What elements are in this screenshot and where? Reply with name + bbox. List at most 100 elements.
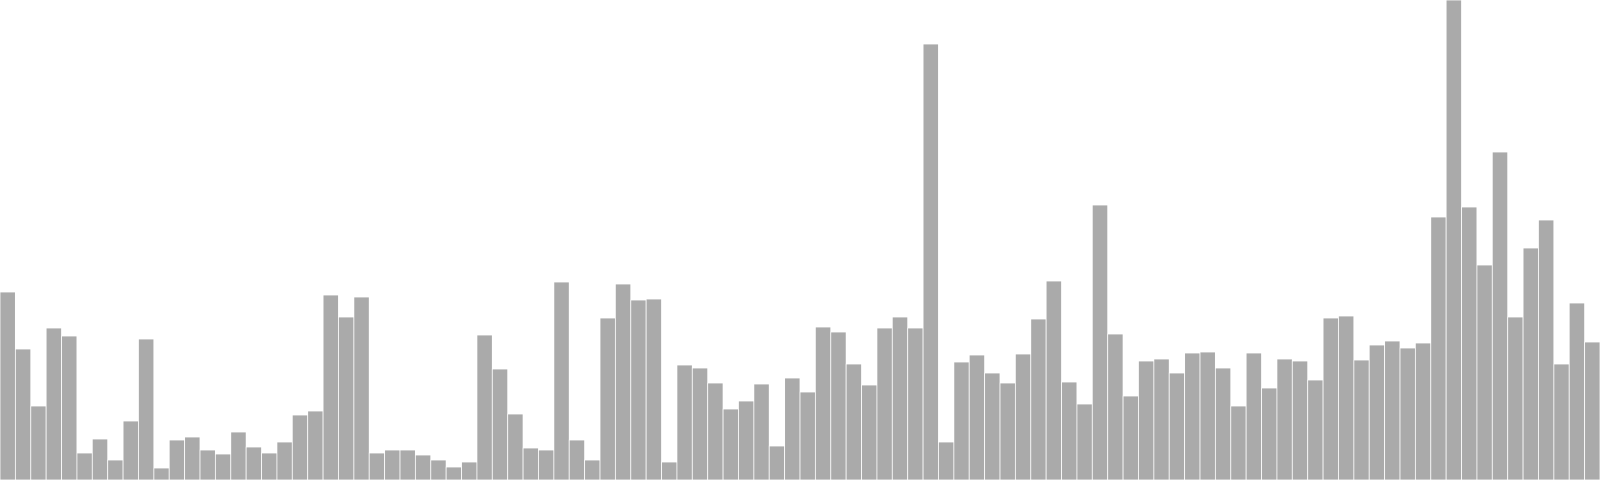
bar-57 <box>861 384 878 480</box>
bar-73 <box>1107 333 1124 480</box>
bar-14 <box>199 449 216 480</box>
bar-97 <box>1476 264 1493 480</box>
bar-94 <box>1430 216 1447 480</box>
bar-3 <box>30 405 47 480</box>
bar-34 <box>507 413 524 480</box>
bar-12 <box>168 439 186 480</box>
bar-64 <box>968 354 986 480</box>
bar-19 <box>276 441 293 480</box>
bar-35 <box>522 447 539 480</box>
bar-22 <box>322 294 339 480</box>
bar-69 <box>1045 280 1062 480</box>
bar-9 <box>122 420 139 480</box>
bar-1 <box>0 291 16 480</box>
bar-11 <box>153 467 170 480</box>
bar-86 <box>1307 379 1324 480</box>
bar-85 <box>1291 360 1309 480</box>
bar-44 <box>661 461 678 480</box>
bar-52 <box>784 377 801 480</box>
bar-13 <box>184 436 201 480</box>
bar-21 <box>307 410 324 480</box>
bar-8 <box>107 459 124 480</box>
bar-92 <box>1399 347 1416 480</box>
bar-40 <box>599 317 616 480</box>
bar-66 <box>999 382 1016 480</box>
bar-98 <box>1491 151 1509 480</box>
bar-28 <box>414 454 432 480</box>
bar-26 <box>384 449 401 480</box>
bar-59 <box>891 316 909 480</box>
bar-32 <box>476 334 493 480</box>
bar-47 <box>707 382 724 480</box>
bar-96 <box>1461 206 1478 480</box>
bar-39 <box>584 459 601 480</box>
bar-53 <box>799 391 816 480</box>
bar-95 <box>1445 0 1462 480</box>
bar-10 <box>138 338 155 480</box>
bar-58 <box>876 327 893 480</box>
bar-43 <box>645 298 662 480</box>
bar-42 <box>630 299 647 480</box>
bar-74 <box>1122 395 1139 480</box>
bar-55 <box>830 331 847 480</box>
bar-76 <box>1153 358 1170 480</box>
bar-87 <box>1322 317 1339 480</box>
bar-79 <box>1199 351 1216 480</box>
bar-75 <box>1138 360 1155 480</box>
bar-80 <box>1214 367 1232 480</box>
bar-27 <box>399 449 416 480</box>
bar-100 <box>1522 247 1539 480</box>
bar-25 <box>368 452 386 480</box>
bar-50 <box>753 383 770 480</box>
bar-56 <box>845 363 862 480</box>
bar-71 <box>1076 403 1093 480</box>
bar-23 <box>338 316 355 480</box>
bar-30 <box>445 466 462 480</box>
bar-82 <box>1245 352 1262 480</box>
bar-45 <box>676 364 693 480</box>
bar-72 <box>1091 204 1109 480</box>
bar-46 <box>691 367 709 480</box>
bar-7 <box>91 438 109 480</box>
bar-89 <box>1353 359 1370 480</box>
bar-90 <box>1368 344 1386 480</box>
bar-17 <box>245 446 262 480</box>
bar-5 <box>61 335 78 480</box>
bar-20 <box>291 414 309 480</box>
bar-33 <box>491 368 509 480</box>
bar-36 <box>538 449 555 480</box>
bar-60 <box>907 327 924 480</box>
bar-24 <box>353 296 370 480</box>
bar-67 <box>1014 353 1032 480</box>
bar-41 <box>614 283 632 480</box>
bar-70 <box>1061 381 1078 480</box>
bar-37 <box>553 281 570 480</box>
bar-103 <box>1568 302 1586 480</box>
bar-101 <box>1538 219 1555 480</box>
bar-83 <box>1261 387 1278 480</box>
bar-99 <box>1507 316 1524 480</box>
bar-84 <box>1276 358 1293 480</box>
bar-16 <box>230 431 247 480</box>
bar-65 <box>984 372 1001 480</box>
bar-38 <box>568 439 586 480</box>
bar-51 <box>768 445 786 480</box>
bar-104 <box>1584 341 1600 480</box>
bar-68 <box>1030 318 1047 480</box>
bar-29 <box>430 459 447 480</box>
bar-4 <box>45 327 62 480</box>
bar-102 <box>1553 363 1570 480</box>
bar-49 <box>738 400 755 480</box>
bar-2 <box>14 348 32 480</box>
bar-6 <box>76 452 93 480</box>
bar-18 <box>261 452 278 480</box>
bar-63 <box>953 361 970 480</box>
bar-48 <box>722 408 739 480</box>
bar-88 <box>1338 315 1355 480</box>
bar-93 <box>1414 342 1432 480</box>
bar-81 <box>1230 405 1247 480</box>
bar-31 <box>461 461 478 480</box>
bar-61 <box>922 43 939 480</box>
